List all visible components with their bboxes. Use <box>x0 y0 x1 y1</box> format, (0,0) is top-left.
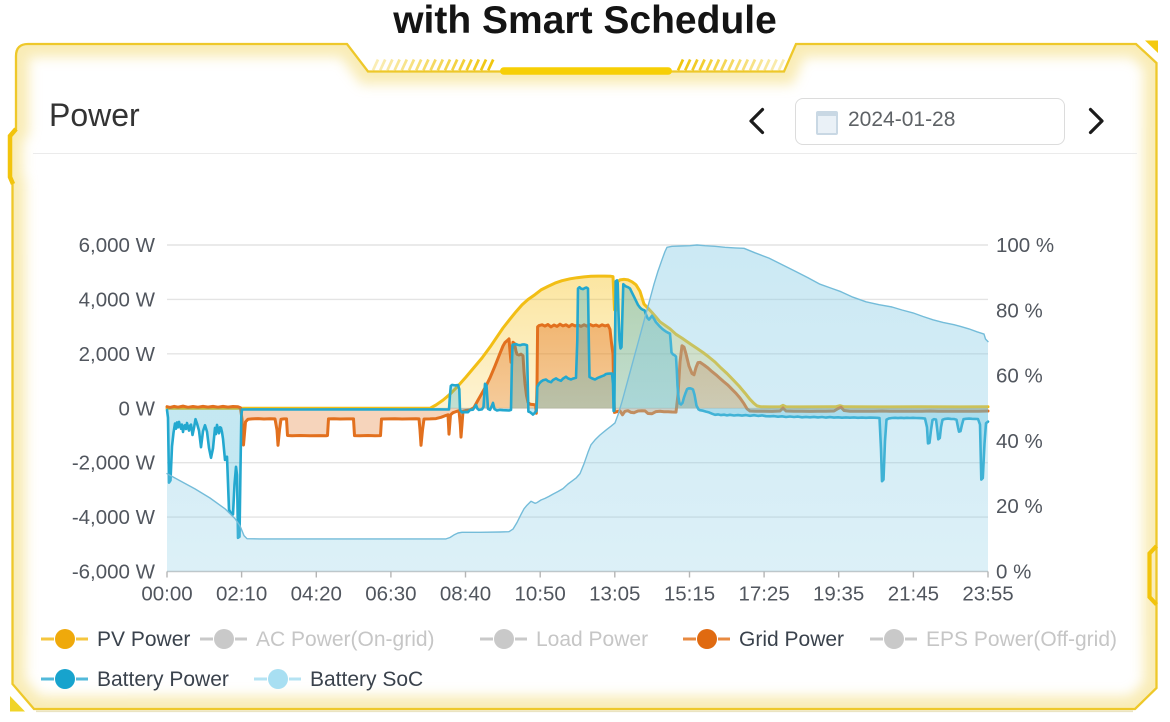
svg-text:AC Power(On-grid): AC Power(On-grid) <box>256 628 435 651</box>
svg-text:08:40: 08:40 <box>440 583 491 606</box>
svg-text:21:45: 21:45 <box>888 583 939 606</box>
svg-text:19:35: 19:35 <box>813 583 864 606</box>
svg-text:4,000 W: 4,000 W <box>79 288 156 311</box>
svg-text:0 W: 0 W <box>119 397 156 420</box>
svg-text:15:15: 15:15 <box>664 583 715 606</box>
svg-text:Battery Power: Battery Power <box>97 668 229 691</box>
svg-text:06:30: 06:30 <box>365 583 416 606</box>
svg-text:60 %: 60 % <box>996 365 1043 388</box>
svg-text:100 %: 100 % <box>996 234 1054 257</box>
svg-text:02:10: 02:10 <box>216 583 267 606</box>
svg-text:-4,000 W: -4,000 W <box>72 506 156 529</box>
svg-text:0 %: 0 % <box>996 561 1031 584</box>
svg-text:-2,000 W: -2,000 W <box>72 452 156 475</box>
svg-text:PV Power: PV Power <box>97 628 190 651</box>
svg-text:00:00: 00:00 <box>141 583 192 606</box>
svg-text:-6,000 W: -6,000 W <box>72 561 156 584</box>
svg-text:40 %: 40 % <box>996 430 1043 453</box>
svg-text:04:20: 04:20 <box>291 583 342 606</box>
svg-text:Load Power: Load Power <box>536 628 648 651</box>
svg-text:20 %: 20 % <box>996 495 1043 518</box>
svg-text:13:05: 13:05 <box>589 583 640 606</box>
svg-text:Battery SoC: Battery SoC <box>310 668 423 691</box>
svg-text:80 %: 80 % <box>996 299 1043 322</box>
svg-text:EPS Power(Off-grid): EPS Power(Off-grid) <box>926 628 1117 651</box>
svg-text:10:50: 10:50 <box>515 583 566 606</box>
svg-text:6,000 W: 6,000 W <box>79 234 156 257</box>
svg-text:23:55: 23:55 <box>962 583 1013 606</box>
svg-text:Grid Power: Grid Power <box>739 628 844 651</box>
svg-text:2,000 W: 2,000 W <box>79 343 156 366</box>
svg-text:17:25: 17:25 <box>738 583 789 606</box>
